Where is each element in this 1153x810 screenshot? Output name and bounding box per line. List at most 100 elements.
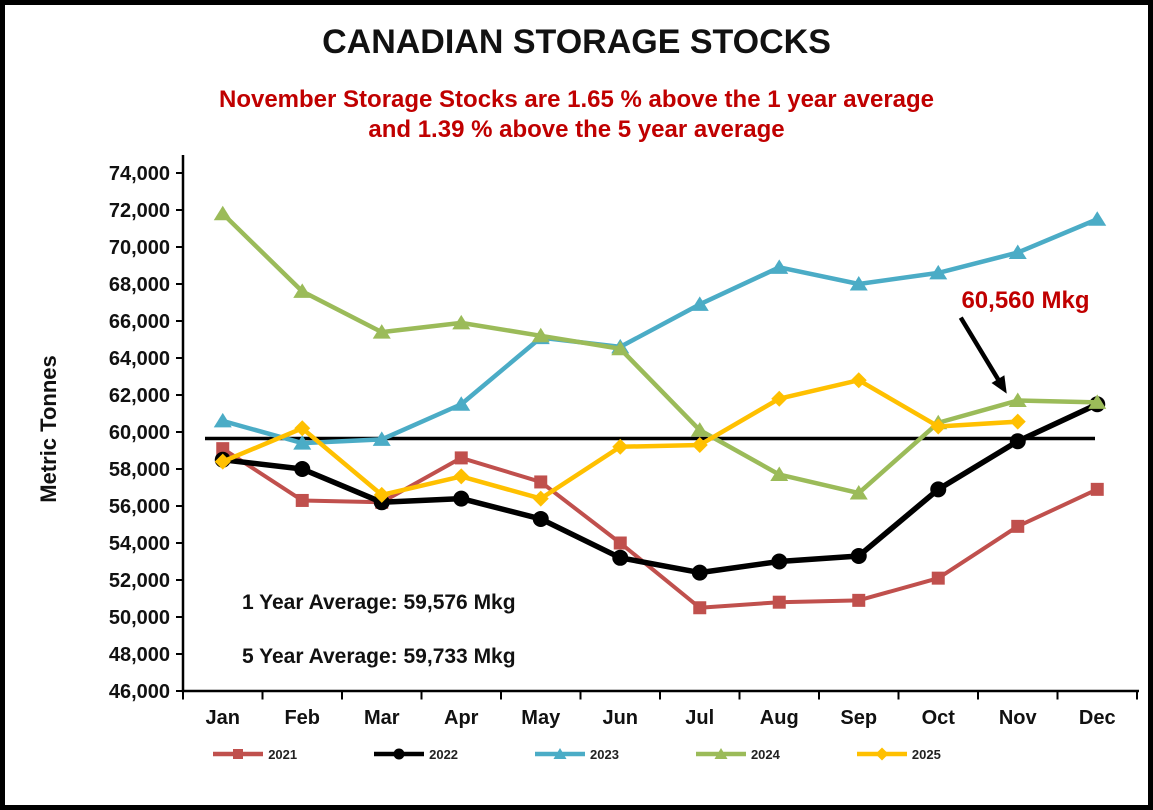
chart-title: CANADIAN STORAGE STOCKS [322,23,831,61]
series-2022-marker [691,564,708,581]
y-tick-label: 62,000 [109,385,170,407]
series-2022-marker [850,547,867,564]
y-tick-label: 52,000 [109,570,170,592]
y-tick-label: 48,000 [109,644,170,666]
series-2023-marker [213,412,232,428]
series-2022-marker [1009,433,1026,450]
series-2022-marker [453,490,470,507]
legend-item-2025: 2025 [856,745,941,763]
y-tick-label: 60,000 [109,422,170,444]
y-tick-label: 56,000 [109,496,170,518]
series-2023-marker [1008,244,1027,260]
x-axis-label: Jul [685,707,714,729]
y-tick-label: 50,000 [109,607,170,629]
legend-label-2022: 2022 [429,746,459,762]
series-2024-marker [213,205,232,221]
chart-legend: 2021 2022 2023 2024 2025 [5,745,1148,763]
series-2021-marker [1090,482,1104,496]
annotation-arrow [958,316,1004,387]
series-2024-marker [849,485,868,500]
series-2023-marker [690,296,709,311]
chart-plot-area: 46,000 48,000 50,000 52,000 54,000 56,000 58,0… [109,155,1139,729]
x-axis-label: Apr [444,707,479,729]
series-2024-marker [1008,392,1027,408]
series-2022-marker [294,461,311,477]
series-2025-marker [214,453,231,470]
series-2025-marker [373,486,390,503]
series-2022-marker [930,481,947,498]
series-2024-line [220,211,1100,496]
y-tick-label: 64,000 [109,348,170,370]
series-2021-marker [613,536,627,550]
series-2023-marker [1088,211,1107,226]
chart-subtitle: November Storage Stocks are 1.65 % above… [5,85,1148,145]
x-axis-label: Dec [1079,707,1116,729]
series-2021-marker [852,593,866,607]
series-2025-marker [691,436,708,453]
series-2025-marker [771,390,788,407]
legend-swatch-2025 [856,747,907,761]
y-tick-label: 46,000 [109,681,170,703]
legend-item-2024: 2024 [695,745,780,763]
series-2022-marker [771,553,788,570]
legend-label-2023: 2023 [590,746,619,762]
x-axis-label: Jan [206,707,240,729]
legend-label-2025: 2025 [911,746,941,762]
series-2022-marker [612,549,629,566]
series-2023-marker [929,264,948,280]
series-2024-marker [452,314,471,330]
annotation-label: 60,560 Mkg [961,287,1090,314]
series-2023-marker [770,259,789,274]
legend-item-2022: 2022 [373,745,458,763]
series-2021-marker [772,595,786,609]
legend-item-2021: 2021 [212,745,297,763]
series-2025-marker [930,418,947,435]
series-2022-marker [532,510,549,527]
series-2025-marker [850,372,867,389]
series-2021-line [220,446,1100,610]
legend-swatch-2024 [695,748,746,759]
series-2021-marker [534,475,548,489]
x-axis-label: Feb [284,707,320,729]
series-2025-marker [453,468,470,485]
series-2023-marker [849,276,868,291]
x-axis-label: Aug [760,707,799,729]
y-tick-label: 74,000 [109,163,170,185]
x-axis-label: Oct [922,707,956,729]
series-2021-marker [454,451,468,465]
y-tick-label: 58,000 [109,459,170,481]
series-2024-marker [531,327,550,343]
y-tick-label: 66,000 [109,311,170,333]
legend-swatch-2022 [374,748,425,760]
five-year-average-label: 5 Year Average: 59,733 Mkg [242,645,516,668]
series-2023-marker [452,396,471,411]
series-2021-marker [931,571,945,585]
series-2021-marker [295,493,309,507]
legend-item-2023: 2023 [534,745,619,763]
series-2023-marker [372,431,391,446]
y-tick-label: 54,000 [109,533,170,555]
series-2022-line [220,401,1100,576]
one-year-average-label: 1 Year Average: 59,576 Mkg [242,591,516,614]
series-2024-marker [293,283,312,298]
y-tick-label: 70,000 [109,237,170,259]
series-2023-line [220,217,1100,446]
legend-label-2024: 2024 [750,746,780,762]
series-2024-marker [611,340,630,356]
x-axis-label: Mar [364,707,400,729]
series-2023-marker [293,435,312,450]
annotation-arrowhead [991,375,1007,394]
series-2024-marker [690,422,709,437]
x-axis-label: May [521,707,561,729]
chart-subtitle-line2: and 1.39 % above the 5 year average [368,116,785,143]
series-2024-marker [372,324,391,339]
series-2021-marker [693,601,707,615]
x-axis-label: Sep [840,707,877,729]
series-2025-marker [294,420,311,437]
series-2024-marker [770,466,789,482]
series-2021-marker [216,442,230,456]
y-tick-label: 68,000 [109,274,170,296]
series-2021-marker [1011,519,1025,533]
legend-swatch-2023 [535,748,586,759]
